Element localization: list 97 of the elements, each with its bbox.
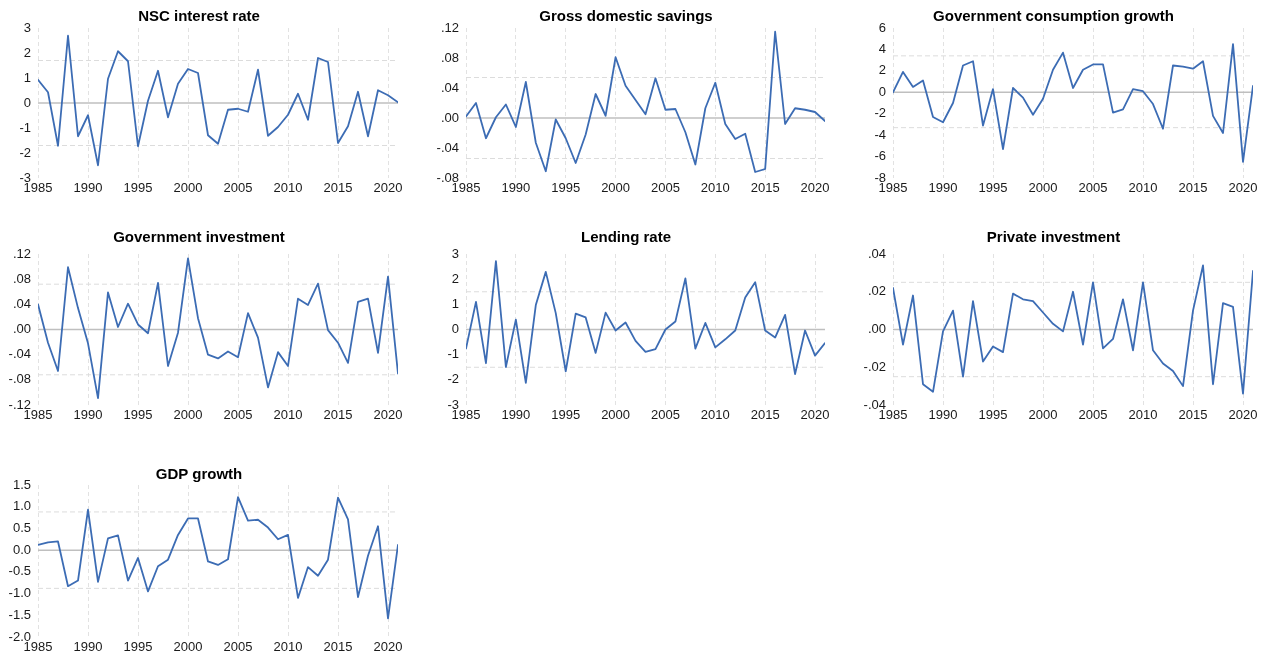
y-tick-label: -1 [19,119,31,135]
x-tick-label: 2010 [700,180,730,196]
x-tick-label: 2020 [800,407,830,423]
x-tick-label: 1995 [978,180,1008,196]
x-tick-label: 1995 [551,180,581,196]
y-tick-label: -0.5 [8,563,31,579]
x-tick-label: 2015 [750,407,780,423]
y-tick-label: 0 [878,83,886,99]
x-tick-label: 2005 [223,639,253,655]
x-tick-label: 2020 [800,180,830,196]
y-tick-label: -4 [874,126,886,142]
y-tick-label: 1.5 [12,476,31,492]
x-tick-label: 2000 [601,180,631,196]
y-tick-label: .04 [867,245,886,261]
y-tick-label: .04 [440,79,459,95]
y-tick-label: .12 [12,245,31,261]
chart-title: Government investment [113,228,285,246]
chart-title: Government consumption growth [933,7,1174,25]
x-tick-label: 2015 [323,180,353,196]
x-tick-label: 2015 [323,639,353,655]
y-tick-label: 2 [23,44,31,60]
y-tick-label: -2 [874,105,886,121]
x-tick-label: 2000 [173,407,203,423]
y-tick-label: .08 [440,49,459,65]
chart-title: Gross domestic savings [539,7,713,25]
y-tick-label: 0 [23,94,31,110]
y-tick-label: 0 [451,321,459,337]
y-tick-label: .00 [12,321,31,337]
chart-title: NSC interest rate [138,7,260,25]
x-tick-label: 2005 [223,180,253,196]
x-tick-label: 2005 [650,407,680,423]
x-tick-label: 1990 [501,407,531,423]
y-tick-label: .00 [440,109,459,125]
chart-title: GDP growth [155,465,243,483]
x-tick-label: 2015 [1178,180,1208,196]
x-tick-label: 2015 [323,407,353,423]
y-tick-label: .12 [440,19,459,35]
x-tick-label: 2010 [1128,180,1158,196]
y-tick-label: -1 [447,346,459,362]
x-tick-label: 2020 [373,639,403,655]
y-tick-label: 2 [878,62,886,78]
y-tick-label: -.04 [436,139,459,155]
x-tick-label: 1990 [928,180,958,196]
y-tick-label: -1.5 [8,606,31,622]
x-tick-label: 2000 [173,639,203,655]
y-tick-label: 2 [451,270,459,286]
y-tick-label: -.02 [863,358,886,374]
x-tick-label: 1990 [928,407,958,423]
x-tick-label: 1990 [73,180,103,196]
x-tick-label: 2015 [750,180,780,196]
y-tick-label: 3 [23,19,31,35]
x-tick-label: 1995 [551,407,581,423]
y-tick-label: -1.0 [8,585,31,601]
x-tick-label: 2020 [1228,407,1258,423]
x-tick-label: 2005 [223,407,253,423]
x-tick-label: 1990 [501,180,531,196]
y-tick-label: .08 [12,270,31,286]
x-tick-label: 2010 [273,639,303,655]
y-tick-label: -2 [19,144,31,160]
x-tick-label: 2005 [1078,407,1108,423]
y-tick-label: .04 [12,295,31,311]
x-tick-label: 2010 [273,180,303,196]
x-tick-label: 2000 [1028,180,1058,196]
chart-title: Private investment [986,228,1121,246]
x-tick-label: 2020 [373,180,403,196]
y-tick-label: .02 [867,283,886,299]
x-tick-label: 1990 [73,639,103,655]
x-tick-label: 1995 [123,180,153,196]
y-tick-label: .00 [867,321,886,337]
x-tick-label: 2015 [1178,407,1208,423]
y-tick-label: -2 [447,371,459,387]
x-tick-label: 2010 [273,407,303,423]
x-tick-label: 1995 [123,407,153,423]
x-tick-label: 2005 [1078,180,1108,196]
x-tick-label: 1990 [73,407,103,423]
x-tick-label: 2000 [601,407,631,423]
x-tick-label: 1995 [978,407,1008,423]
y-tick-label: 3 [451,245,459,261]
x-tick-label: 2020 [1228,180,1258,196]
y-tick-label: 1.0 [12,498,31,514]
x-tick-label: 2010 [1128,407,1158,423]
x-tick-label: 1995 [123,639,153,655]
y-tick-label: 1 [451,295,459,311]
y-tick-label: -.04 [8,346,31,362]
y-tick-label: -6 [874,148,886,164]
x-tick-label: 2000 [173,180,203,196]
x-tick-label: 2005 [650,180,680,196]
y-tick-label: -.08 [8,371,31,387]
y-tick-label: 4 [878,41,886,57]
y-tick-label: 6 [878,19,886,35]
chart-title: Lending rate [580,228,672,246]
y-tick-label: 1 [23,69,31,85]
x-tick-label: 2020 [373,407,403,423]
x-tick-label: 2010 [700,407,730,423]
x-tick-label: 2000 [1028,407,1058,423]
y-tick-label: 0.0 [12,541,31,557]
y-tick-label: 0.5 [12,520,31,536]
